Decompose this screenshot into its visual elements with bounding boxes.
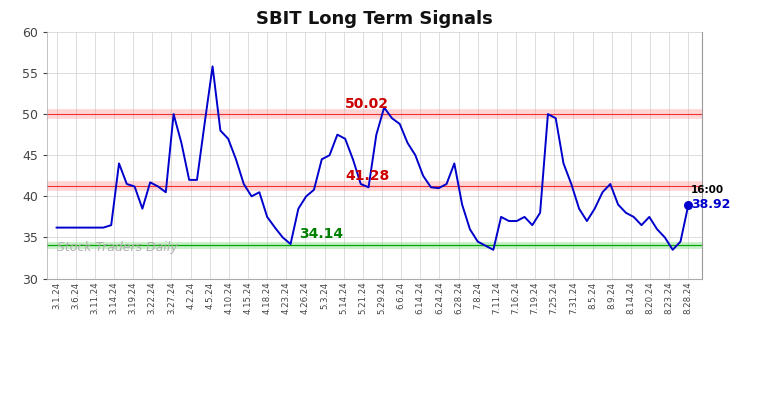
Text: Stock Traders Daily: Stock Traders Daily bbox=[57, 241, 178, 254]
Title: SBIT Long Term Signals: SBIT Long Term Signals bbox=[256, 10, 492, 27]
Text: 41.28: 41.28 bbox=[345, 168, 389, 183]
Point bbox=[682, 202, 695, 209]
Text: 50.02: 50.02 bbox=[345, 97, 389, 111]
Text: 38.92: 38.92 bbox=[691, 198, 731, 211]
Text: 34.14: 34.14 bbox=[299, 227, 343, 241]
Text: 16:00: 16:00 bbox=[691, 185, 724, 195]
